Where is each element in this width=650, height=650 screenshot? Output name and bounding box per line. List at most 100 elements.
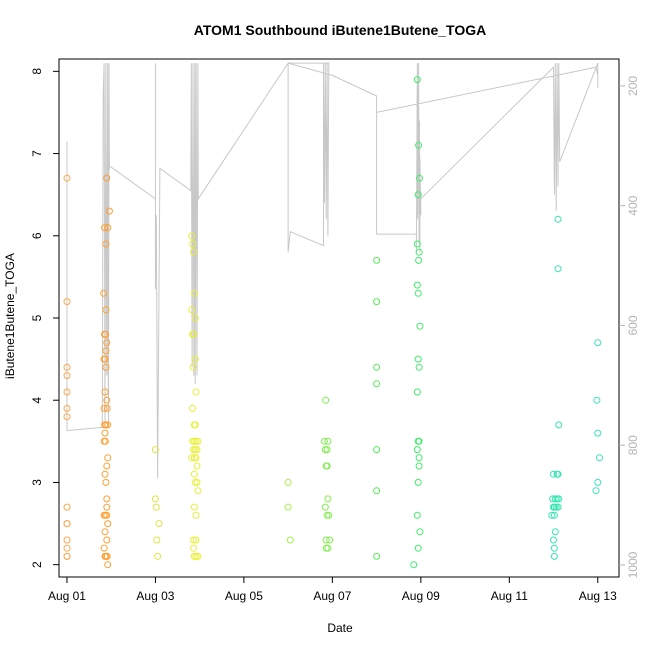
data-point (63, 404, 71, 412)
data-point (554, 215, 562, 223)
data-point (100, 289, 108, 297)
data-point (550, 552, 558, 560)
data-point (194, 552, 202, 560)
data-point (151, 495, 159, 503)
data-point (415, 437, 423, 445)
data-point (322, 396, 330, 404)
data-point (373, 256, 381, 264)
data-point (373, 298, 381, 306)
y-tick-label: 6 (30, 232, 44, 239)
data-point (190, 503, 198, 511)
data-point (193, 478, 201, 486)
data-point (63, 388, 71, 396)
data-point (152, 503, 160, 511)
data-point (322, 536, 330, 544)
data-point (101, 437, 109, 445)
data-point (103, 503, 111, 511)
data-point (190, 289, 198, 297)
data-point (414, 191, 422, 199)
data-point (324, 495, 332, 503)
flight-path-line (66, 61, 599, 479)
data-points (63, 76, 603, 569)
data-point (103, 511, 111, 519)
data-point (596, 454, 603, 462)
data-point (191, 421, 199, 429)
data-point (193, 462, 201, 470)
data-point (415, 256, 423, 264)
data-point (284, 478, 292, 486)
data-point (104, 454, 112, 462)
data-point (416, 322, 424, 330)
data-point (594, 339, 602, 347)
data-point (413, 240, 421, 248)
data-point (373, 446, 381, 454)
data-point (414, 289, 422, 297)
data-point (63, 413, 71, 421)
data-point (103, 339, 111, 347)
data-point (414, 355, 422, 363)
y-tick-label: 4 (30, 397, 44, 404)
data-point (191, 355, 199, 363)
data-point (373, 380, 381, 388)
data-point (555, 421, 563, 429)
data-point (286, 536, 294, 544)
data-point (416, 528, 424, 536)
data-point (194, 437, 202, 445)
data-point (154, 552, 162, 560)
data-point (63, 503, 71, 511)
y-tick-label: 7 (30, 150, 44, 157)
data-point (101, 528, 109, 536)
data-point (153, 536, 161, 544)
data-point (63, 536, 71, 544)
data-point (416, 174, 423, 182)
data-point (554, 503, 562, 511)
data-point (103, 495, 111, 503)
data-point (592, 487, 600, 495)
x-axis: Aug 01 Aug 03 Aug 05 Aug 07 Aug 09 Aug 11 Aug … (48, 577, 617, 603)
data-point (102, 363, 110, 371)
data-point (102, 478, 110, 486)
data-point (413, 446, 421, 454)
data-point (550, 470, 557, 478)
y-tick-label: 2 (30, 561, 44, 568)
data-point (63, 174, 71, 182)
data-point (104, 520, 112, 528)
x-tick-label: Aug 01 (48, 589, 86, 603)
data-point (594, 478, 602, 486)
data-point (188, 306, 196, 314)
right-y-tick-label: 800 (626, 435, 640, 455)
data-point (100, 544, 108, 552)
data-point (324, 437, 332, 445)
data-point (193, 446, 201, 454)
data-point (414, 544, 422, 552)
data-point (189, 240, 197, 248)
data-point (101, 388, 109, 396)
data-point (102, 347, 110, 355)
data-point (190, 248, 197, 256)
data-point (188, 232, 196, 240)
data-point (410, 561, 418, 569)
x-tick-label: Aug 03 (136, 589, 174, 603)
data-point (413, 281, 421, 289)
right-y-tick-label: 200 (626, 76, 640, 96)
data-point (323, 446, 331, 454)
data-point (63, 544, 71, 552)
data-point (103, 552, 111, 560)
flight-path (66, 61, 599, 479)
data-point (190, 470, 198, 478)
data-point (103, 404, 111, 412)
right-y-tick-label: 1000 (626, 551, 640, 578)
data-point (155, 520, 163, 528)
data-point (103, 396, 111, 404)
data-point (63, 552, 71, 560)
x-tick-label: Aug 13 (579, 589, 617, 603)
data-point (63, 298, 71, 306)
data-point (104, 421, 112, 429)
data-point (63, 363, 71, 371)
data-point (101, 224, 109, 232)
data-point (191, 314, 199, 322)
data-point (190, 544, 197, 552)
chart-title: ATOM1 Southbound iButene1Butene_TOGA (194, 22, 486, 38)
data-point (102, 240, 110, 248)
